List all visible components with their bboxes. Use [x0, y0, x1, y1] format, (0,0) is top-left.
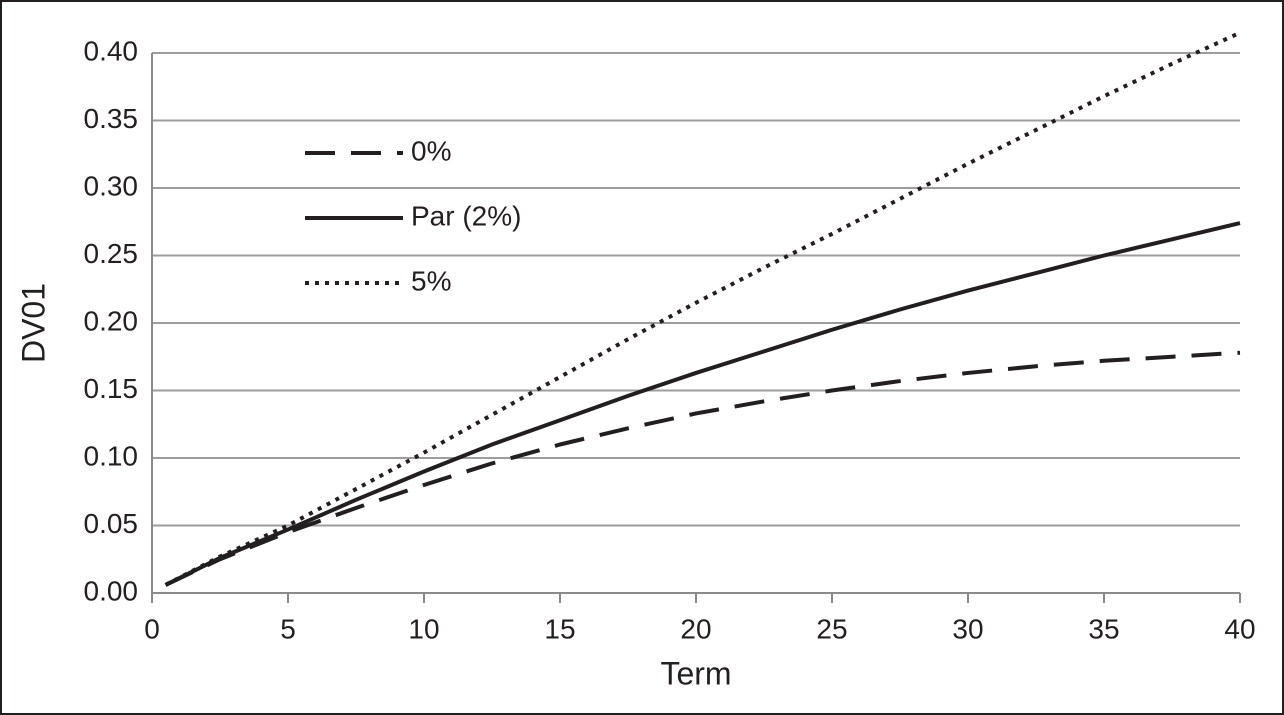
x-tick-label: 0: [144, 613, 160, 644]
y-axis-label: DV01: [15, 283, 51, 363]
x-tick-label: 40: [1224, 613, 1255, 644]
legend-label: 5%: [411, 265, 451, 296]
x-tick-label: 30: [952, 613, 983, 644]
x-tick-label: 10: [408, 613, 439, 644]
y-tick-label: 0.25: [84, 238, 139, 269]
series-line: [164, 350, 1241, 587]
y-tick-label: 0.30: [84, 170, 139, 201]
x-tick-label: 15: [544, 613, 575, 644]
x-tick-label: 25: [816, 613, 847, 644]
x-axis-label: Term: [660, 655, 731, 691]
y-tick-label: 0.40: [84, 35, 139, 66]
y-tick-label: 0.35: [84, 103, 139, 134]
y-tick-label: 0.15: [84, 373, 139, 404]
legend-label: 0%: [411, 135, 451, 166]
x-tick-label: 20: [680, 613, 711, 644]
x-tick-label: 35: [1088, 613, 1119, 644]
x-tick-label: 5: [280, 613, 296, 644]
y-tick-label: 0.05: [84, 508, 139, 539]
y-tick-label: 0.00: [84, 575, 139, 606]
series-line: [164, 221, 1241, 587]
y-tick-label: 0.10: [84, 440, 139, 471]
legend-label: Par (2%): [411, 200, 521, 231]
y-tick-label: 0.20: [84, 305, 139, 336]
series-line: [164, 30, 1241, 587]
